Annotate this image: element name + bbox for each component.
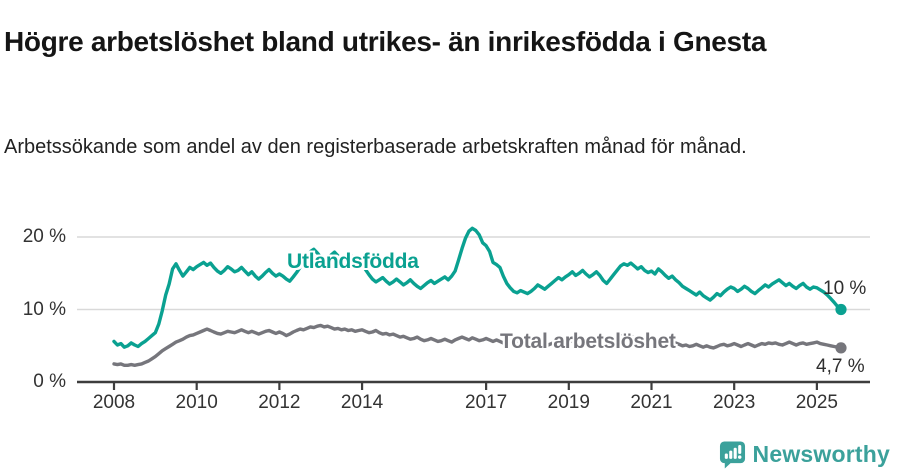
y-tick-label: 0 % <box>33 371 66 392</box>
series-line-utlandsf-dda <box>112 226 843 349</box>
end-dot-utlandsf-dda <box>835 303 847 316</box>
newsworthy-branding: Newsworthy <box>719 440 890 469</box>
x-tick-label: 2021 <box>630 392 673 413</box>
x-tick-label: 2014 <box>340 392 384 413</box>
chart-title: Högre arbetslöshet bland utrikes- än inr… <box>4 25 767 57</box>
newsworthy-logo-icon <box>719 441 745 469</box>
x-tick-label: 2019 <box>547 392 590 413</box>
series-line-total-arbetsl-shet <box>112 323 843 367</box>
x-tick-label: 2017 <box>464 392 508 413</box>
series-label-total-arbetsloshet: Total arbetslöshet <box>500 330 676 353</box>
x-tick-label: 2023 <box>713 392 756 413</box>
y-tick-label: 20 % <box>22 226 66 247</box>
y-tick-label: 10 % <box>22 298 66 320</box>
chart-subtitle: Arbetssökande som andel av den registerb… <box>4 136 747 158</box>
series-label-utlandsfodda: Utlandsfödda <box>287 250 419 273</box>
end-value-label-total: 4,7 % <box>816 356 865 377</box>
x-tick-label: 2025 <box>795 392 839 413</box>
x-tick-label: 2008 <box>92 392 136 413</box>
x-tick-label: 2010 <box>175 392 218 413</box>
x-tick-label: 2012 <box>258 392 301 413</box>
end-value-label-utlandsfodda: 10 % <box>823 278 867 299</box>
newsworthy-wordmark: Newsworthy <box>752 441 890 467</box>
end-dot-total-arbetsl-shet <box>835 342 847 354</box>
